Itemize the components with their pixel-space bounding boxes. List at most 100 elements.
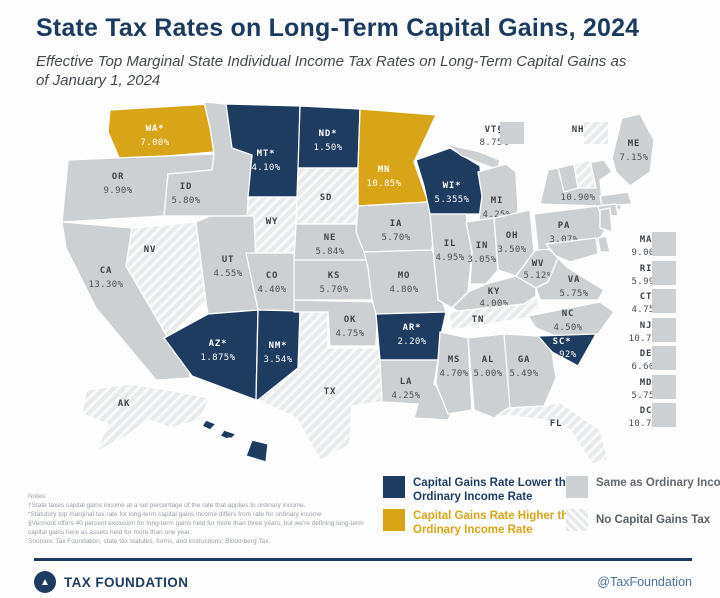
state-NJ-shape[interactable] bbox=[599, 207, 613, 233]
state-AR[interactable]: AR* 2.20% bbox=[375, 311, 447, 361]
state-IA[interactable]: IA 5.70% bbox=[355, 201, 437, 253]
svg-text:PA: PA bbox=[558, 221, 570, 231]
svg-text:4.10%: 4.10% bbox=[251, 163, 280, 173]
state-HI[interactable]: HI* 7.25% bbox=[201, 419, 269, 463]
page-subtitle: Effective Top Marginal State Individual … bbox=[36, 53, 627, 89]
svg-text:SC*: SC* bbox=[553, 337, 572, 347]
tax-foundation-logo-icon: ▲ bbox=[34, 571, 56, 593]
state-NC[interactable]: NC 4.50% bbox=[527, 301, 615, 339]
svg-text:ND*: ND* bbox=[319, 129, 338, 139]
state-TX[interactable]: TX bbox=[257, 311, 383, 461]
callout-CT: CT 4.75% bbox=[631, 289, 676, 315]
callout-NH: NH bbox=[572, 122, 608, 144]
state-AL[interactable]: AL 5.00% bbox=[467, 333, 511, 419]
svg-text:3.54%: 3.54% bbox=[263, 355, 292, 365]
svg-text:7.25%: 7.25% bbox=[215, 451, 244, 461]
state-WA[interactable]: WA* 7.00% bbox=[107, 103, 215, 161]
state-MI[interactable]: MI 4.25% bbox=[445, 143, 519, 227]
svg-text:KS: KS bbox=[328, 271, 340, 281]
svg-text:WV: WV bbox=[532, 259, 544, 269]
svg-text:4.25%: 4.25% bbox=[482, 210, 511, 220]
svg-text:9.00%: 9.00% bbox=[631, 248, 660, 258]
svg-text:IN: IN bbox=[476, 241, 488, 251]
notes-heading: Notes: bbox=[28, 493, 47, 500]
state-NH-shape[interactable] bbox=[573, 159, 597, 189]
svg-text:AL: AL bbox=[482, 355, 494, 365]
state-NV[interactable]: NV bbox=[125, 221, 207, 339]
svg-text:1.50%: 1.50% bbox=[313, 143, 342, 153]
svg-text:4.50%: 4.50% bbox=[553, 323, 582, 333]
notes-line: *Statutory top marginal tax rate for lon… bbox=[28, 511, 322, 518]
svg-text:VA: VA bbox=[568, 275, 580, 285]
svg-text:3.50%: 3.50% bbox=[497, 245, 526, 255]
svg-text:5.00%: 5.00% bbox=[473, 369, 502, 379]
svg-text:4.40%: 4.40% bbox=[257, 285, 286, 295]
state-DE-shape[interactable] bbox=[597, 235, 611, 253]
svg-text:2.20%: 2.20% bbox=[397, 337, 426, 347]
footer-divider bbox=[34, 558, 692, 561]
state-MD-shape[interactable] bbox=[545, 237, 599, 263]
page-title: State Tax Rates on Long-Term Capital Gai… bbox=[36, 14, 640, 42]
svg-text:VT§: VT§ bbox=[485, 125, 504, 135]
svg-text:RI: RI bbox=[640, 264, 652, 274]
svg-text:OH: OH bbox=[506, 231, 518, 241]
state-AK[interactable]: AK bbox=[81, 383, 211, 453]
state-KS[interactable]: KS 5.70% bbox=[293, 259, 375, 301]
svg-text:5.12%: 5.12% bbox=[523, 271, 552, 281]
svg-text:5.70%: 5.70% bbox=[381, 233, 410, 243]
svg-text:CO: CO bbox=[266, 271, 278, 281]
svg-text:CT: CT bbox=[640, 292, 652, 302]
state-SD[interactable]: SD bbox=[295, 167, 363, 225]
svg-text:AZ*: AZ* bbox=[209, 339, 228, 349]
svg-text:10.90%: 10.90% bbox=[561, 193, 596, 203]
legend-label: Capital Gains Rate Lower than Ordinary I… bbox=[413, 477, 580, 503]
svg-text:AR*: AR* bbox=[403, 323, 422, 333]
notes-line: §Vermont offers 40 percent exclusion for… bbox=[28, 520, 364, 536]
svg-text:IA: IA bbox=[390, 219, 402, 229]
svg-text:MA: MA bbox=[640, 235, 652, 245]
svg-text:DC: DC bbox=[640, 406, 652, 416]
state-VA[interactable]: VA 5.75% bbox=[535, 257, 605, 301]
svg-text:4.00%: 4.00% bbox=[479, 299, 508, 309]
callout-MA: MA 9.00% bbox=[631, 232, 676, 258]
svg-text:ME: ME bbox=[628, 139, 640, 149]
svg-text:OK: OK bbox=[344, 315, 356, 325]
state-WI[interactable]: WI* 5.355% bbox=[415, 147, 485, 215]
svg-text:5.84%: 5.84% bbox=[315, 247, 344, 257]
svg-text:5.75%: 5.75% bbox=[631, 391, 660, 401]
state-ND[interactable]: ND* 1.50% bbox=[297, 105, 361, 169]
svg-text:4.75%: 4.75% bbox=[335, 329, 364, 339]
state-MS[interactable]: MS 4.70% bbox=[435, 331, 473, 415]
svg-text:5.80%: 5.80% bbox=[171, 196, 200, 206]
twitter-handle[interactable]: @TaxFoundation bbox=[597, 575, 692, 589]
state-AZ[interactable]: AZ* 1.875% bbox=[163, 309, 259, 401]
svg-text:GA: GA bbox=[518, 355, 530, 365]
svg-text:NJ: NJ bbox=[640, 321, 652, 331]
svg-text:NM*: NM* bbox=[269, 341, 288, 351]
svg-text:NC: NC bbox=[562, 309, 574, 319]
state-ME[interactable]: ME 7.15% bbox=[611, 113, 655, 187]
state-CO[interactable]: CO 4.40% bbox=[245, 252, 301, 312]
svg-text:NV: NV bbox=[144, 245, 156, 255]
brand: ▲ TAX FOUNDATION bbox=[34, 571, 188, 593]
svg-text:5.70%: 5.70% bbox=[319, 285, 348, 295]
svg-text:AK: AK bbox=[118, 399, 130, 409]
state-TN[interactable]: TN bbox=[447, 295, 541, 331]
state-FL[interactable]: FL bbox=[495, 401, 609, 465]
svg-text:1.875%: 1.875% bbox=[201, 353, 236, 363]
svg-text:OR: OR bbox=[112, 172, 124, 182]
svg-text:FL: FL bbox=[550, 419, 562, 429]
state-LA[interactable]: LA 4.25% bbox=[379, 359, 457, 421]
legend-item-lower: Capital Gains Rate Lower than Ordinary I… bbox=[383, 476, 585, 504]
svg-text:NH: NH bbox=[572, 125, 584, 135]
legend-label: No Capital Gains Tax bbox=[596, 514, 711, 526]
legend-item-same: Same as Ordinary Income Rate bbox=[566, 476, 720, 498]
state-MA-shape[interactable] bbox=[599, 191, 633, 207]
svg-text:3.07%: 3.07% bbox=[549, 235, 578, 245]
svg-text:5.355%: 5.355% bbox=[435, 195, 470, 205]
svg-text:WI*: WI* bbox=[443, 181, 462, 191]
svg-text:9.90%: 9.90% bbox=[103, 186, 132, 196]
svg-text:3.05%: 3.05% bbox=[467, 255, 496, 265]
svg-text:MS: MS bbox=[448, 355, 460, 365]
callout-VT: VT§ 8.75% bbox=[479, 122, 524, 148]
